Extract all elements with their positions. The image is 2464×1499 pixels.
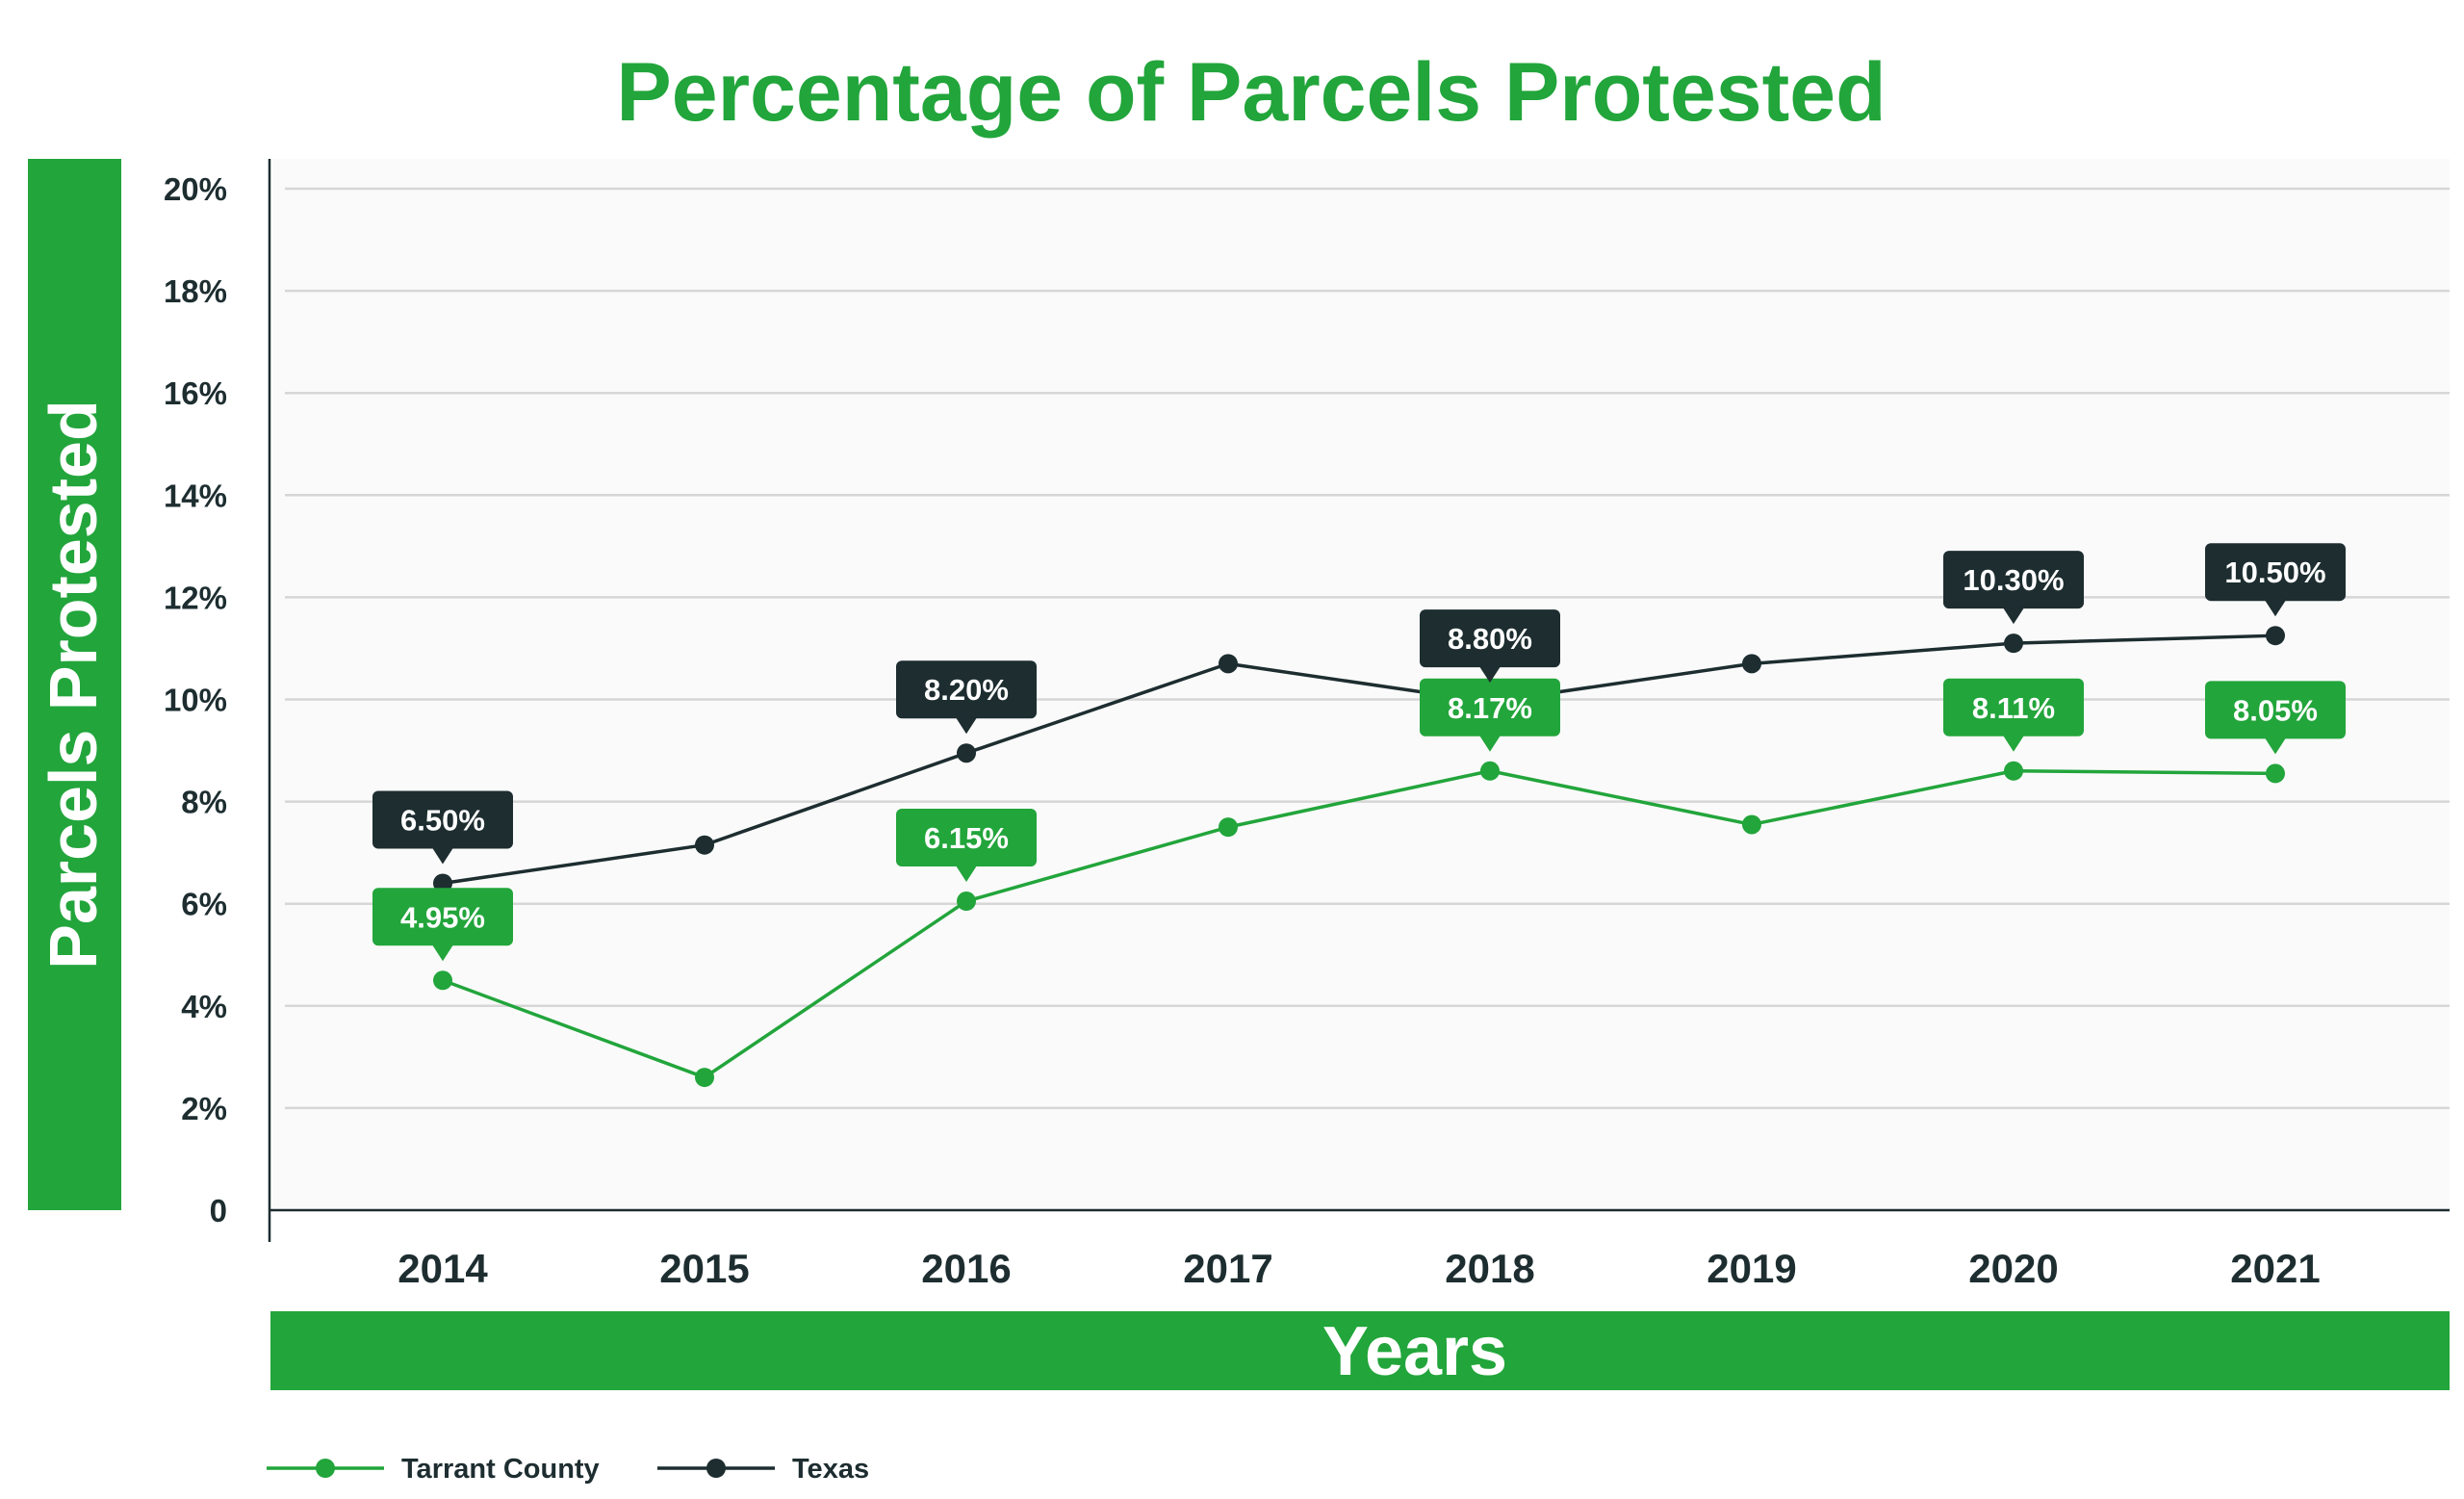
series-line-tarrant-county <box>442 769 2276 1079</box>
x-tick-label: 2014 <box>398 1246 488 1291</box>
data-label-pointer <box>1479 666 1501 684</box>
data-label-box <box>2205 543 2346 602</box>
legend-marker <box>316 1459 335 1478</box>
legend-label: Texas <box>792 1454 869 1485</box>
data-point-texas <box>2004 633 2023 654</box>
data-label-box <box>896 809 1037 867</box>
data-label-tarrant-county: 6.15% <box>896 809 1037 883</box>
data-point-tarrant-county <box>1219 817 1238 838</box>
series-line-texas <box>442 633 2276 886</box>
x-tick-label: 2019 <box>1707 1246 1796 1291</box>
data-label-pointer <box>2003 607 2024 625</box>
data-point-tarrant-county <box>957 892 976 912</box>
x-tick-label: 2018 <box>1445 1246 1534 1291</box>
legend-item-texas: Texas <box>657 1454 869 1485</box>
data-label-text: 6.50% <box>400 803 485 837</box>
data-label-text: 8.17% <box>1448 691 1532 725</box>
data-label-text: 10.30% <box>1963 563 2064 597</box>
data-point-tarrant-county <box>1480 761 1500 781</box>
data-label-tarrant-county: 8.05% <box>2205 681 2346 755</box>
data-label-texas: 6.50% <box>372 790 513 865</box>
y-tick-label: 8% <box>181 785 227 820</box>
data-label-box <box>1420 678 1560 737</box>
x-tick-label: 2016 <box>921 1246 1011 1291</box>
data-label-text: 8.11% <box>1972 691 2055 725</box>
data-point-tarrant-county <box>2004 761 2023 781</box>
axes <box>268 159 2450 1242</box>
data-label-pointer <box>2003 735 2024 752</box>
data-point-tarrant-county <box>2266 763 2285 784</box>
data-point-texas <box>957 743 976 763</box>
data-label-texas: 8.20% <box>896 660 1037 735</box>
x-tick-label: 2021 <box>2230 1246 2320 1291</box>
data-label-box <box>372 790 513 849</box>
y-tick-label: 6% <box>181 887 227 922</box>
data-label-texas: 10.30% <box>1943 551 2084 625</box>
data-label-box <box>1943 551 2084 609</box>
data-label-text: 4.95% <box>400 900 485 934</box>
data-label-text: 10.50% <box>2224 556 2325 589</box>
data-label-box <box>2205 681 2346 739</box>
data-label-pointer <box>956 866 977 883</box>
x-tick-label: 2020 <box>1968 1246 2058 1291</box>
data-label-pointer <box>2265 737 2286 755</box>
y-tick-label: 20% <box>164 171 227 207</box>
y-tick-label: 2% <box>181 1091 227 1126</box>
y-axis-label: Parcels Protested <box>36 400 111 969</box>
data-label-text: 6.15% <box>924 821 1009 855</box>
legend-label: Tarrant County <box>401 1454 600 1485</box>
data-label-tarrant-county: 4.95% <box>372 888 513 962</box>
data-label-tarrant-county: 8.17% <box>1420 678 1560 752</box>
y-axis-banner <box>28 159 121 1210</box>
chart-title: Percentage of Parcels Protested <box>616 46 1886 139</box>
grid-lines <box>285 187 2450 1110</box>
data-label-texas: 10.50% <box>2205 543 2346 617</box>
data-label-box <box>1420 609 1560 668</box>
data-label-pointer <box>432 847 453 865</box>
data-label-texas: 8.80% <box>1420 609 1560 684</box>
y-tick-label: 0 <box>210 1193 227 1228</box>
legend-item-tarrant-county: Tarrant County <box>267 1454 600 1485</box>
data-point-texas <box>695 835 714 855</box>
data-label-pointer <box>2265 600 2286 617</box>
x-axis-banner <box>270 1311 2450 1390</box>
data-label-box <box>896 660 1037 719</box>
data-label-pointer <box>956 717 977 735</box>
data-point-texas <box>2266 626 2285 646</box>
data-point-texas <box>1742 654 1761 674</box>
data-label-box <box>372 888 513 946</box>
data-label-text: 8.80% <box>1448 622 1532 656</box>
x-axis-label: Years <box>1322 1313 1507 1390</box>
x-tick-label: 2015 <box>659 1246 749 1291</box>
data-point-tarrant-county <box>433 970 452 991</box>
data-label-box <box>1943 678 2084 737</box>
y-tick-label: 12% <box>164 580 227 615</box>
data-point-tarrant-county <box>1742 814 1761 835</box>
y-tick-label: 14% <box>164 478 227 513</box>
legend-marker <box>706 1459 726 1478</box>
y-tick-labels: 0 2% 4% 6% 8% 10% 12% 14% 16% 18% 20% <box>164 171 227 1228</box>
y-tick-label: 18% <box>164 273 227 309</box>
x-tick-label: 2017 <box>1183 1246 1272 1291</box>
data-label-text: 8.20% <box>924 673 1009 707</box>
data-label-tarrant-county: 8.11% <box>1943 678 2084 752</box>
data-label-text: 8.05% <box>2233 693 2318 727</box>
data-label-pointer <box>432 944 453 962</box>
y-tick-label: 10% <box>164 683 227 718</box>
data-label-pointer <box>1479 735 1501 752</box>
y-tick-label: 4% <box>181 989 227 1024</box>
legend: Tarrant County Texas <box>267 1454 869 1485</box>
data-point-texas <box>1219 654 1238 674</box>
data-point-tarrant-county <box>695 1068 714 1088</box>
callouts-layer: 4.95% 6.15% 8.17% 8.11% 8.05% 6.50% 8.20% 8.80%… <box>372 543 2346 962</box>
y-tick-label: 16% <box>164 375 227 411</box>
x-tick-labels: 2014 2015 2016 2017 2018 2019 2020 2021 <box>398 1246 2320 1291</box>
